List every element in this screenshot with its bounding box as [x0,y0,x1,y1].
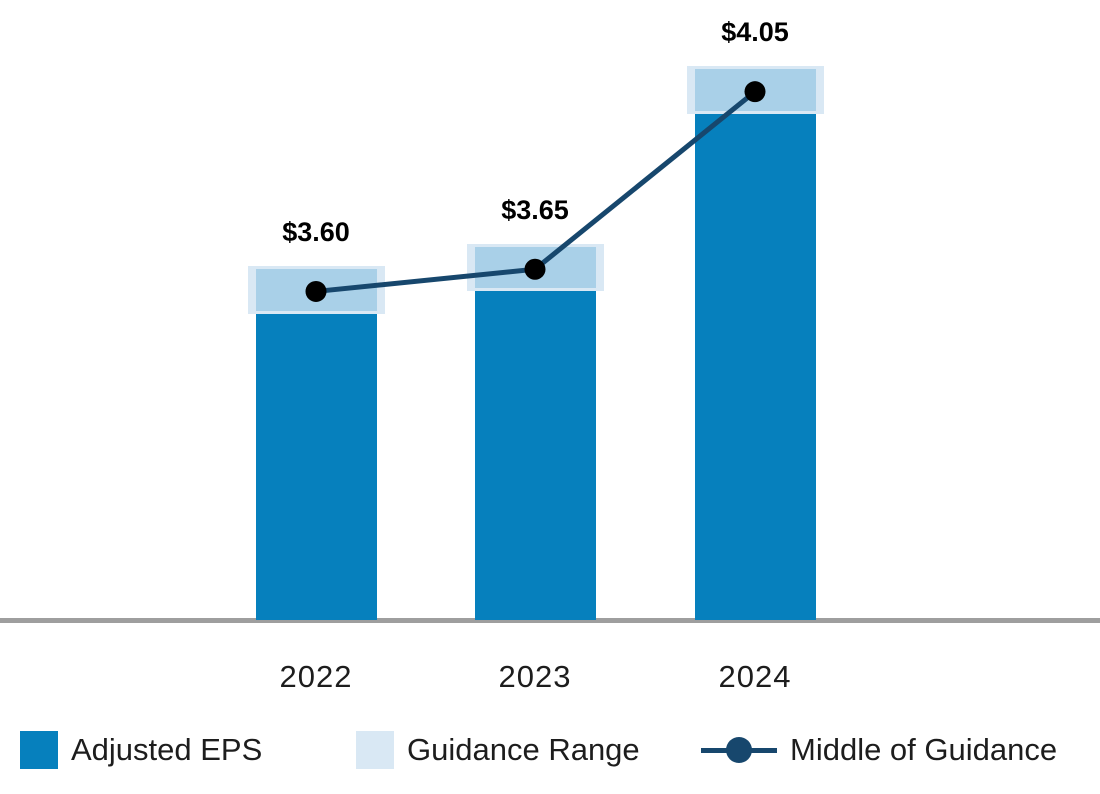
x-tick-label: 2023 [498,659,572,694]
adjusted-eps-swatch-icon [20,731,58,769]
guidance-range-box [255,269,377,311]
guidance-range-swatch-icon [356,731,394,769]
legend-item-adjusted-eps: Adjusted EPS [20,728,262,772]
adjusted-eps-bar [255,313,377,620]
line-marker-icon [701,737,777,763]
line-marker-dot-icon [726,737,752,763]
adjusted-eps-bar [474,291,596,620]
x-tick-label: 2022 [279,659,353,694]
legend-label-adjusted-eps: Adjusted EPS [71,732,263,767]
bar-value-label: $3.65 [501,195,569,226]
guidance-range-box [474,247,596,289]
bar-value-label: $3.60 [282,217,350,248]
bar-value-label: $4.05 [721,17,789,48]
legend-label-middle-of-guidance: Middle of Guidance [790,732,1058,767]
legend: Adjusted EPS Guidance Range Middle of Gu… [0,728,1100,778]
x-axis-line [0,618,1100,623]
x-tick-label: 2024 [718,659,792,694]
legend-item-middle-of-guidance: Middle of Guidance [701,728,1057,772]
legend-label-guidance-range: Guidance Range [407,732,640,767]
adjusted-eps-bar [694,113,816,620]
guidance-range-box [694,69,816,111]
legend-item-guidance-range: Guidance Range [356,728,640,772]
